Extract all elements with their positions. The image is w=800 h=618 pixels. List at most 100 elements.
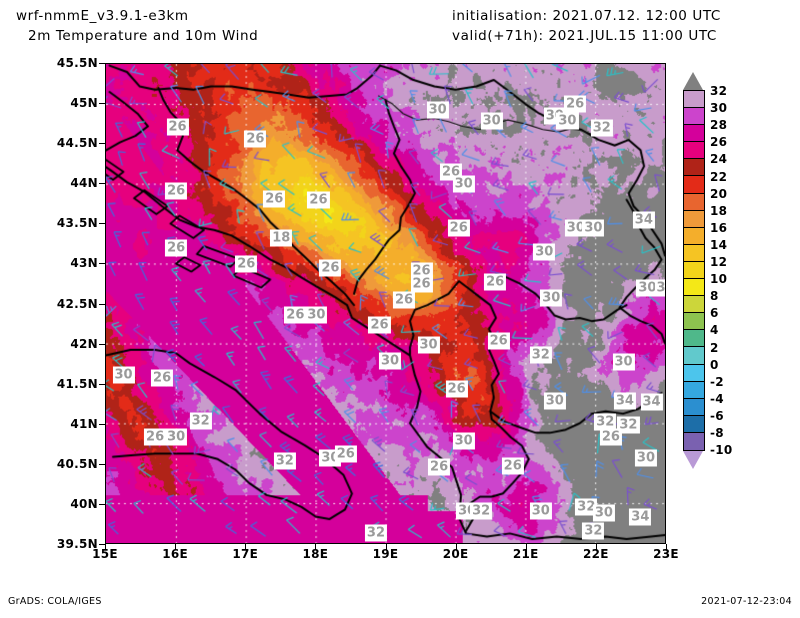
- colorbar-tick-label: 22: [710, 169, 728, 184]
- colorbar-under-arrow: [683, 451, 703, 470]
- x-axis-tick-mark: [245, 544, 247, 550]
- contour-label: 30: [112, 366, 135, 384]
- contour-label: 32: [654, 279, 665, 297]
- colorbar-band: [684, 108, 704, 126]
- colorbar-band: [684, 244, 704, 262]
- contour-label: 32: [575, 498, 598, 516]
- x-axis-tick-label: 18E: [302, 547, 329, 561]
- colorbar-tick-label: -8: [710, 426, 724, 440]
- y-axis-tick-mark: [99, 183, 105, 185]
- contour-label: 30: [452, 432, 475, 450]
- colorbar-tick-label: 16: [710, 220, 728, 235]
- contour-label: 30: [592, 504, 615, 522]
- contour-label: 32: [470, 502, 493, 520]
- colorbar-over-arrow: [683, 72, 703, 90]
- colorbar-tick-label: -4: [710, 391, 724, 406]
- contour-label: 32: [364, 524, 388, 542]
- y-axis-tick-label: 45N: [70, 96, 98, 111]
- y-axis-tick-mark: [99, 303, 105, 305]
- contour-label: 34: [640, 393, 663, 411]
- contour-label: 30: [540, 289, 563, 307]
- y-axis-tick-mark: [99, 383, 105, 385]
- contour-label: 30: [529, 502, 552, 520]
- contour-label: 34: [613, 392, 636, 410]
- colorbar-band: [684, 193, 704, 211]
- contour-label: 32: [529, 346, 552, 364]
- x-axis-tick-label: 22E: [582, 547, 609, 561]
- x-axis-tick-mark: [525, 544, 527, 550]
- y-axis-tick-mark: [99, 544, 105, 545]
- colorbar-tick-label: 24: [710, 152, 728, 167]
- contour-label: 26: [165, 182, 188, 200]
- contour-label: 30: [426, 101, 449, 119]
- contour-label: 26: [410, 262, 433, 280]
- footer-producer: GrADS: COLA/IGES: [8, 596, 102, 607]
- contour-label: 30: [305, 306, 328, 324]
- colorbar-tick-label: 4: [710, 323, 719, 338]
- x-axis-tick-label: 16E: [162, 547, 189, 561]
- contour-label: 30: [165, 428, 188, 446]
- y-axis-tick-label: 42.5N: [56, 296, 98, 311]
- contour-label: 30: [636, 279, 659, 297]
- contour-label: 30: [378, 352, 402, 370]
- colorbar-tick-label: 28: [710, 118, 728, 133]
- x-axis-tick-mark: [455, 544, 457, 550]
- colorbar-tick-label: -6: [710, 408, 724, 423]
- x-axis-tick-mark: [666, 544, 667, 550]
- colorbar-band: [684, 398, 704, 416]
- y-axis-tick-label: 40N: [70, 496, 98, 511]
- valid-time: valid(+71h): 2021.JUL.15 11:00 UTC: [452, 28, 717, 44]
- initialisation-time: initialisation: 2021.07.12. 12:00 UTC: [452, 8, 721, 24]
- x-axis-tick-mark: [105, 544, 106, 550]
- y-axis-tick-label: 45.5N: [56, 56, 98, 70]
- colorbar-tick-label: 10: [710, 272, 728, 287]
- y-axis-tick-mark: [99, 263, 105, 265]
- y-axis-tick-label: 39.5N: [56, 537, 98, 551]
- y-axis-tick-mark: [99, 103, 105, 105]
- contour-label: 30: [452, 175, 475, 193]
- y-axis-tick-label: 44N: [70, 176, 98, 191]
- colorbar-band: [684, 210, 704, 228]
- contour-label: 26: [263, 190, 286, 208]
- map-plot-area[interactable]: 26 26 26 26 26 30 30 26 30 30 32 26 30 34 26 18 26 30 30 26…: [105, 63, 666, 544]
- y-axis-tick-mark: [99, 503, 105, 505]
- x-axis-tick-label: 23E: [653, 547, 679, 561]
- contour-label: 34: [629, 508, 652, 526]
- colorbar-tick-label: 32: [710, 84, 728, 98]
- colorbar-tick-label: 20: [710, 186, 728, 201]
- contour-label: 26: [484, 273, 507, 291]
- x-axis-tick-mark: [385, 544, 387, 550]
- contour-label: 26: [368, 316, 391, 334]
- colorbar-tick-label: 2: [710, 340, 719, 355]
- y-axis-tick-mark: [99, 423, 105, 425]
- colorbar-tick-label: 8: [710, 289, 719, 304]
- colorbar-band: [684, 347, 704, 365]
- contour-label: 26: [284, 306, 307, 324]
- x-axis-tick-label: 17E: [232, 547, 259, 561]
- x-axis-tick-mark: [315, 544, 317, 550]
- contour-label: 32: [590, 119, 613, 137]
- colorbar-band: [684, 415, 704, 433]
- contour-label: 26: [151, 369, 174, 387]
- y-axis-tick-mark: [99, 223, 105, 225]
- contour-label: 30: [634, 449, 657, 467]
- contour-label: 26: [307, 191, 330, 209]
- temperature-field-canvas: [106, 64, 665, 543]
- colorbar-band: [684, 261, 704, 280]
- y-axis-tick-mark: [99, 143, 105, 145]
- contour-label: 32: [594, 413, 617, 431]
- colorbar-tick-label: 14: [710, 237, 728, 252]
- contour-label: 26: [319, 259, 342, 277]
- colorbar-band: [684, 227, 704, 245]
- colorbar-tick-label: -10: [710, 443, 733, 458]
- contour-label: 30: [556, 112, 579, 130]
- colorbar-band: [684, 125, 704, 143]
- y-axis-tick-label: 44.5N: [56, 136, 98, 151]
- contour-label: 26: [144, 428, 167, 446]
- colorbar-band: [684, 91, 704, 109]
- contour-label: 32: [617, 416, 640, 434]
- x-axis-tick-label: 21E: [512, 547, 539, 561]
- contour-label: 26: [334, 445, 357, 463]
- contour-label: 26: [165, 239, 188, 257]
- y-axis-tick-label: 43.5N: [56, 216, 98, 231]
